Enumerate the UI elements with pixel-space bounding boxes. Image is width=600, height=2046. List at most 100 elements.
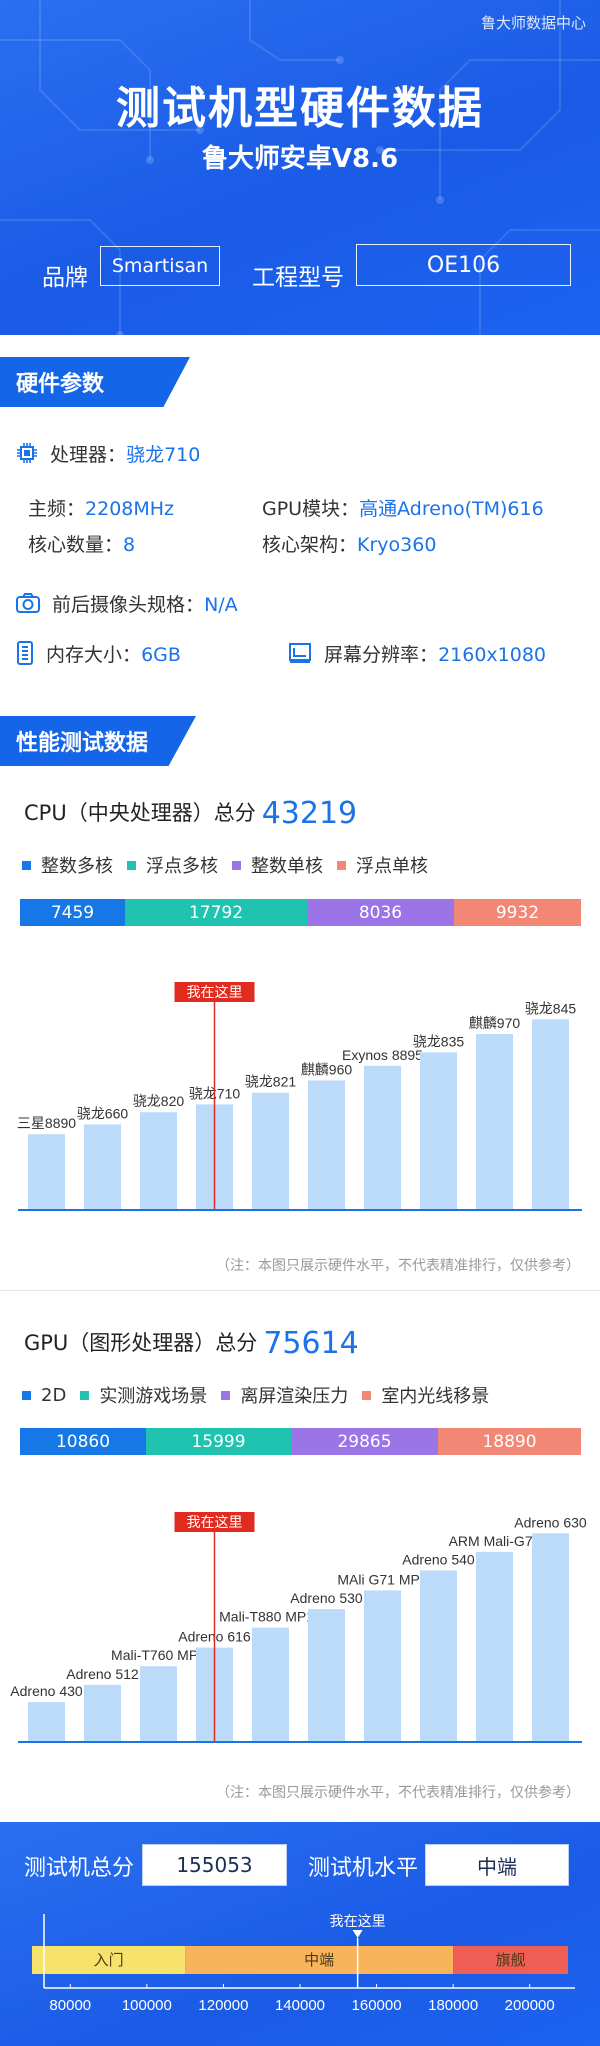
total-score-label: 测试机总分 [24,1856,135,1881]
bar [476,1551,513,1742]
cpu-legend-label: 浮点单核 [356,856,428,877]
bar-label: 麒麟960 [301,1061,353,1077]
gpu-segment: 18890 [438,1428,581,1455]
bar [28,1134,65,1210]
footer-summary: 测试机总分 155053 测试机水平 中端 入门 中端 旗舰 我在这里 80000 100… [0,1822,600,2046]
bar [308,1609,345,1742]
axis-tick-label: 120000 [198,1997,248,2014]
model-label: 工程型号 [252,265,344,291]
hardware-section-tag: 硬件参数 [0,357,190,407]
camera-value: N/A [204,594,238,616]
bar-label: Mali-T880 MP12 [219,1609,322,1625]
core-count-label: 核心数量： [28,534,124,556]
camera-icon [16,593,40,618]
frequency-value: 2208MHz [85,498,175,520]
tier-label: 旗舰 [496,1952,526,1969]
cpu-legend-item: 整数单核 [232,852,323,878]
processor-row: 处理器：骁龙710 [16,440,200,469]
total-score-box: 155053 [142,1844,287,1886]
axis-tick-label: 160000 [352,1997,402,2014]
header-banner: 鲁大师数据中心 测试机型硬件数据 鲁大师安卓V8.6 品牌 Smartisan … [0,0,600,335]
tier-segment [185,1946,454,1974]
axis-tick-label: 140000 [275,1997,325,2014]
highlight-tag [174,982,255,1002]
memory-icon [16,641,34,670]
cpu-legend-label: 整数多核 [41,856,113,877]
gpu-segment: 29865 [291,1428,438,1455]
brand-label: 品牌 [42,265,88,291]
bar [28,1702,65,1742]
bar-label: 三星8890 [17,1115,76,1131]
bar [140,1666,177,1742]
bar-label: 骁龙821 [245,1074,297,1090]
cpu-chart-note: （注：本图只展示硬件水平，不代表精准排行，仅供参考） [216,1258,580,1274]
axis-tick-label: 200000 [505,1997,555,2014]
tier-label: 中端 [304,1952,334,1969]
gpu-legend-item: 2D [22,1382,66,1408]
bar [252,1092,289,1210]
data-source-label: 鲁大师数据中心 [480,14,586,32]
gpu-segment: 10860 [20,1428,146,1455]
tier-segment [453,1946,568,1974]
bar [84,1684,121,1742]
gpu-legend-item: 离屏渲染压力 [221,1382,348,1408]
gpu-legend-label: 2D [41,1384,67,1406]
gpu-ranking-chart: Adreno 430 Adreno 512 Mali-T760 MP8 Adreno … [0,1480,600,1750]
bar [84,1124,121,1210]
camera-label: 前后摄像头规格： [52,594,205,616]
cpu-segment: 7459 [20,899,125,926]
processor-label: 处理器： [50,444,127,466]
chip-icon [16,442,38,469]
bar-label: Mali-T760 MP8 [111,1647,206,1663]
gpu-module-value: 高通Adreno(TM)616 [359,498,544,520]
frequency-label: 主频： [28,498,86,520]
gpu-score-breakdown-bar: 10860 15999 29865 18890 [20,1428,581,1455]
gpu-title-row: GPU（图形处理器）总分 75614 [24,1326,359,1361]
core-count-value: 8 [123,534,136,556]
resolution-label: 屏幕分辨率： [324,644,439,666]
page-title: 测试机型硬件数据 [116,83,484,134]
bar-label: Adreno 512 [66,1666,139,1682]
memory-value: 6GB [141,644,181,666]
bar-label: ARM Mali-G72 [449,1533,541,1549]
memory-label: 内存大小： [46,644,142,666]
bar [532,1533,569,1742]
gpu-legend-item: 室内光线移景 [362,1382,489,1408]
cpu-legend-label: 浮点多核 [146,856,218,877]
highlight-tag [174,1512,255,1532]
level-box: 中端 [425,1844,569,1886]
bar [252,1627,289,1742]
gpu-legend-item: 实测游戏场景 [80,1382,207,1408]
divider [0,1290,600,1291]
level-marker-label: 我在这里 [330,1913,386,1929]
resolution-row: 屏幕分辨率：2160x1080 [288,640,546,669]
core-arch-value: Kryo360 [357,534,437,556]
gpu-legend-label: 离屏渲染压力 [240,1386,349,1407]
frequency-row: 主频：2208MHz [28,494,174,521]
bar [308,1080,345,1210]
bar [420,1052,457,1210]
level-label: 测试机水平 [308,1856,419,1881]
cpu-score: 43219 [261,796,358,831]
gpu-legend: 2D 实测游戏场景 离屏渲染压力 室内光线移景 [22,1382,503,1408]
circuit-decoration [0,0,600,335]
processor-value: 骁龙710 [126,444,201,466]
cpu-title: CPU（中央处理器）总分 [24,801,256,825]
bar [364,1065,401,1210]
core-count-row: 核心数量：8 [28,530,135,557]
cpu-segment: 17792 [125,899,307,926]
gpu-legend-label: 实测游戏场景 [99,1386,208,1407]
cpu-segment: 8036 [307,899,454,926]
model-value-box: OE106 [356,244,571,286]
tier-segment [32,1946,186,1974]
bar [476,1034,513,1210]
axis-tick-label: 100000 [122,1997,172,2014]
resolution-value: 2160x1080 [438,644,547,666]
highlight-tag-label: 我在这里 [187,1514,243,1530]
brand-value-box: Smartisan [100,246,220,286]
bar-label: Adreno 630 [514,1514,587,1530]
tier-label: 入门 [94,1952,124,1969]
